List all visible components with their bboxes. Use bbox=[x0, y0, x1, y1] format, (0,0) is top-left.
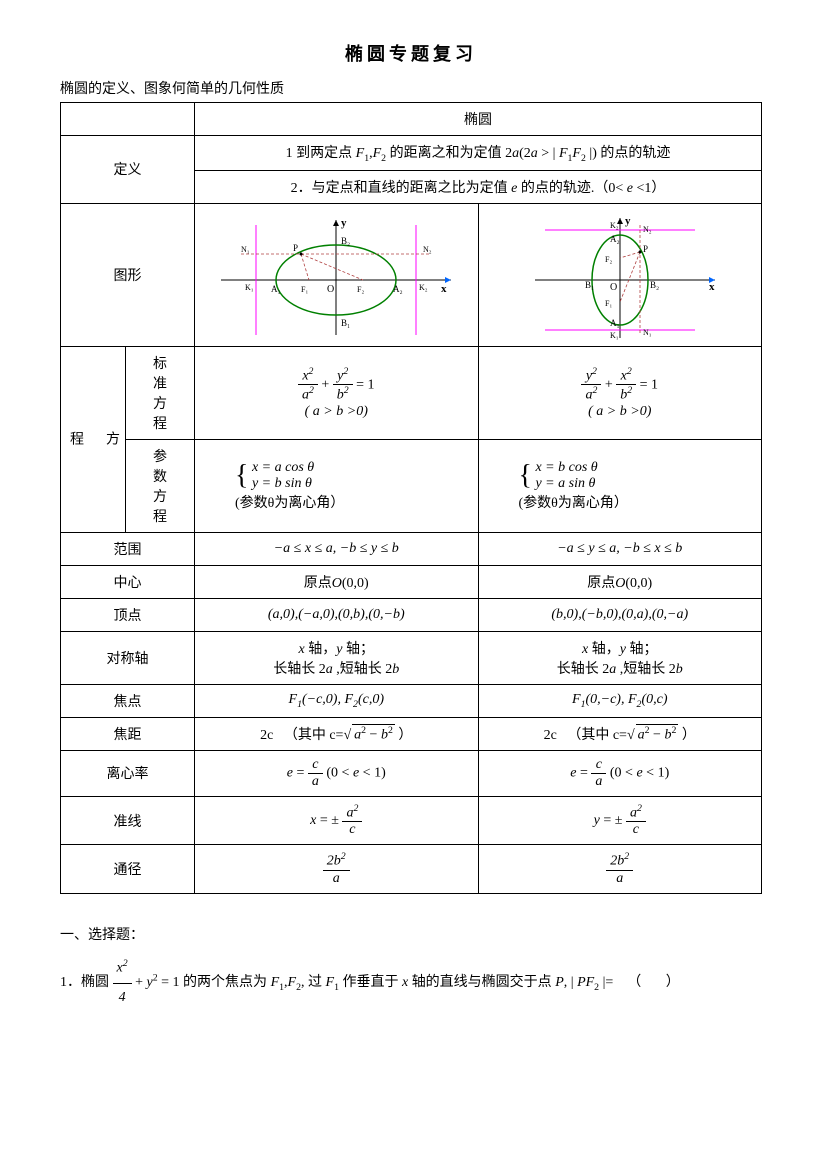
blank-header bbox=[61, 103, 195, 136]
svg-text:x: x bbox=[441, 283, 447, 295]
diagram-horizontal: x y O P N₁ N₂ K₁ K₂ A₁ A₂ bbox=[195, 203, 479, 346]
vertices-label: 顶点 bbox=[61, 598, 195, 631]
svg-text:A₁: A₁ bbox=[271, 284, 281, 294]
svg-text:N₂: N₂ bbox=[643, 225, 652, 234]
svg-text:K₁: K₁ bbox=[610, 331, 619, 340]
ellipse-properties-table: 椭圆 定义 1 到两定点 F1,F2 的距离之和为定值 2a(2a > | F1… bbox=[60, 102, 762, 894]
foci-v: F1(0,−c), F2(0,c) bbox=[478, 684, 762, 717]
section-1-label: 一、选择题： bbox=[60, 924, 762, 944]
std-eq-horizontal: x2a2 + y2b2 = 1 ( a > b >0) bbox=[195, 346, 479, 439]
page-subtitle: 椭圆的定义、图象何简单的几何性质 bbox=[60, 78, 762, 98]
figure-label: 图形 bbox=[61, 203, 195, 346]
param-eq-vertical: { x = b cos θ y = a sin θ (参数θ为离心角） bbox=[478, 439, 762, 532]
focal-dist-h: 2c （其中 c=√a2 − b2 ） bbox=[195, 717, 479, 750]
svg-text:K₂: K₂ bbox=[610, 221, 619, 230]
vertices-h: (a,0),(−a,0),(0,b),(0,−b) bbox=[195, 598, 479, 631]
definition-label: 定义 bbox=[61, 136, 195, 204]
foci-h: F1(−c,0), F2(c,0) bbox=[195, 684, 479, 717]
latus-v: 2b2a bbox=[478, 845, 762, 894]
ecc-v: e = ca (0 < e < 1) bbox=[478, 750, 762, 796]
page-title: 椭圆专题复习 bbox=[60, 40, 762, 66]
svg-text:P: P bbox=[293, 243, 298, 253]
foci-label: 焦点 bbox=[61, 684, 195, 717]
param-eq-label: 参数方程 bbox=[126, 439, 195, 532]
svg-text:N₁: N₁ bbox=[241, 245, 250, 254]
svg-text:F₁: F₁ bbox=[605, 299, 612, 308]
svg-text:N₁: N₁ bbox=[643, 328, 652, 337]
range-h: −a ≤ x ≤ a, −b ≤ y ≤ b bbox=[195, 532, 479, 565]
question-1: 1．椭圆 x24 + y2 = 1 的两个焦点为 F1,F2, 过 F1 作垂直… bbox=[60, 954, 762, 1012]
svg-text:y: y bbox=[341, 217, 347, 229]
svg-text:A₂: A₂ bbox=[610, 234, 620, 244]
svg-text:F₂: F₂ bbox=[605, 255, 612, 264]
axes-label: 对称轴 bbox=[61, 631, 195, 684]
diagram-vertical: x y O P N₂ N₁ K₂ K₁ A₂ A₁ F₂ bbox=[478, 203, 762, 346]
vertices-v: (b,0),(−b,0),(0,a),(0,−a) bbox=[478, 598, 762, 631]
std-eq-vertical: y2a2 + x2b2 = 1 ( a > b >0) bbox=[478, 346, 762, 439]
definition-2: 2．与定点和直线的距离之比为定值 e 的点的轨迹.（0< e <1） bbox=[195, 170, 762, 203]
focal-dist-label: 焦距 bbox=[61, 717, 195, 750]
svg-text:B₂: B₂ bbox=[341, 236, 350, 246]
definition-1: 1 到两定点 F1,F2 的距离之和为定值 2a(2a > | F1F2 |) … bbox=[195, 136, 762, 171]
svg-text:B₂: B₂ bbox=[650, 280, 659, 290]
table-header: 椭圆 bbox=[195, 103, 762, 136]
svg-text:K₁: K₁ bbox=[245, 283, 254, 292]
latus-h: 2b2a bbox=[195, 845, 479, 894]
latus-label: 通径 bbox=[61, 845, 195, 894]
svg-text:O: O bbox=[610, 282, 617, 293]
ecc-label: 离心率 bbox=[61, 750, 195, 796]
svg-text:P: P bbox=[643, 244, 648, 254]
svg-text:F₁: F₁ bbox=[301, 285, 308, 294]
std-eq-label: 标准方程 bbox=[126, 346, 195, 439]
center-v: 原点O(0,0) bbox=[478, 565, 762, 598]
svg-text:x: x bbox=[709, 281, 715, 293]
range-v: −a ≤ y ≤ a, −b ≤ x ≤ b bbox=[478, 532, 762, 565]
svg-text:N₂: N₂ bbox=[423, 245, 432, 254]
directrix-v: y = ± a2c bbox=[478, 796, 762, 845]
directrix-h: x = ± a2c bbox=[195, 796, 479, 845]
directrix-label: 准线 bbox=[61, 796, 195, 845]
ecc-h: e = ca (0 < e < 1) bbox=[195, 750, 479, 796]
svg-text:F₂: F₂ bbox=[357, 285, 364, 294]
svg-text:y: y bbox=[625, 215, 631, 227]
focal-dist-v: 2c （其中 c=√a2 − b2 ） bbox=[478, 717, 762, 750]
center-label: 中心 bbox=[61, 565, 195, 598]
axes-h: x 轴，y 轴；长轴长 2a ,短轴长 2b bbox=[195, 631, 479, 684]
svg-text:K₂: K₂ bbox=[419, 283, 428, 292]
equation-group-label: 方程 bbox=[61, 346, 126, 532]
svg-text:B₁: B₁ bbox=[341, 318, 350, 328]
center-h: 原点O(0,0) bbox=[195, 565, 479, 598]
svg-text:A₁: A₁ bbox=[610, 318, 620, 328]
svg-text:A₂: A₂ bbox=[393, 284, 403, 294]
axes-v: x 轴，y 轴；长轴长 2a ,短轴长 2b bbox=[478, 631, 762, 684]
svg-text:B₁: B₁ bbox=[585, 280, 594, 290]
svg-text:O: O bbox=[327, 284, 334, 295]
range-label: 范围 bbox=[61, 532, 195, 565]
param-eq-horizontal: { x = a cos θ y = b sin θ (参数θ为离心角） bbox=[195, 439, 479, 532]
